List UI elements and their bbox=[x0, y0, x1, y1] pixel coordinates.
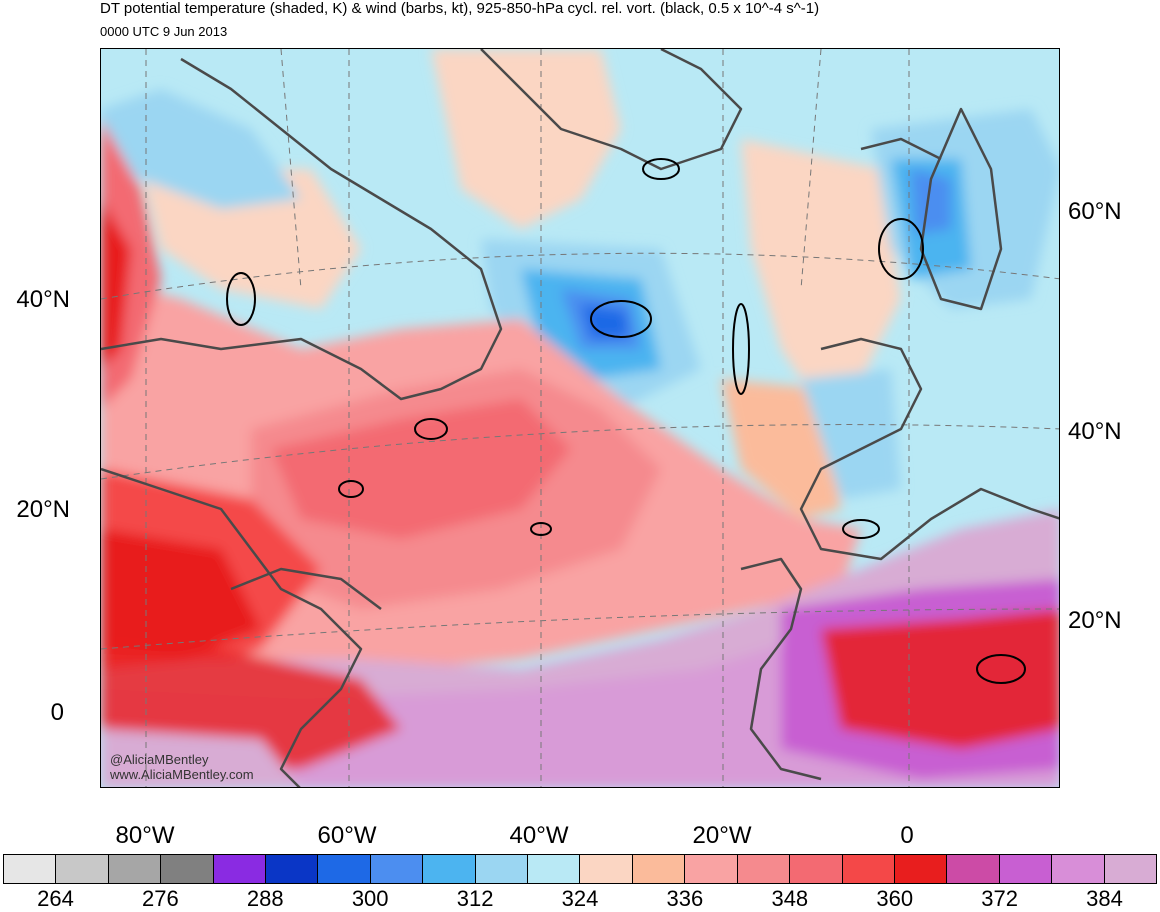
credit-handle: @AliciaMBentley bbox=[110, 752, 209, 767]
lon-label-3: 20°W bbox=[692, 822, 752, 849]
color-scale-label-4: 312 bbox=[456, 886, 494, 911]
color-scale-cell-6 bbox=[318, 855, 371, 883]
color-scale-label-0: 264 bbox=[37, 886, 74, 911]
color-scale-cell-21 bbox=[1104, 855, 1156, 883]
map-panel bbox=[100, 48, 1060, 788]
color-scale-cell-20 bbox=[1052, 855, 1105, 883]
lat-label-left-2: 0 bbox=[50, 699, 64, 726]
color-scale-cell-12 bbox=[632, 855, 686, 883]
color-scale-label-9: 372 bbox=[981, 886, 1018, 911]
color-scale-cell-7 bbox=[370, 855, 424, 883]
map-valid-time: 0000 UTC 9 Jun 2013 bbox=[100, 24, 228, 39]
color-scale-cell-8 bbox=[423, 855, 476, 883]
color-scale-cell-11 bbox=[580, 855, 633, 883]
color-scale-cell-16 bbox=[842, 855, 895, 883]
color-scale-label-6: 336 bbox=[666, 886, 704, 911]
color-scale-cell-19 bbox=[999, 855, 1053, 883]
lat-label-left-1: 20°N bbox=[16, 496, 70, 523]
color-scale-cell-18 bbox=[947, 855, 1000, 883]
vorticity-contours bbox=[226, 158, 1026, 684]
graticule bbox=[101, 49, 1059, 787]
lon-label-2: 40°W bbox=[509, 822, 569, 849]
potential-temperature-shading bbox=[101, 49, 1059, 787]
map-title: DT potential temperature (shaded, K) & w… bbox=[100, 0, 820, 17]
lat-label-right-1: 40°N bbox=[1068, 418, 1122, 445]
lat-label-right-0: 60°N bbox=[1068, 198, 1122, 225]
color-scale-cell-9 bbox=[475, 855, 529, 883]
lon-label-1: 60°W bbox=[317, 822, 377, 849]
color-scale-label-1: 276 bbox=[142, 886, 179, 911]
color-scale-cell-13 bbox=[685, 855, 738, 883]
color-scale-label-2: 288 bbox=[246, 886, 284, 911]
lat-label-left-0: 40°N bbox=[16, 286, 70, 313]
color-scale-label-8: 360 bbox=[876, 886, 914, 911]
color-scale-cell-1 bbox=[56, 855, 109, 883]
coastlines bbox=[101, 49, 1059, 787]
color-scale-label-3: 300 bbox=[351, 886, 389, 911]
lon-label-4: 0 bbox=[900, 822, 914, 849]
color-scale-cell-17 bbox=[894, 855, 948, 883]
color-scale-cell-0 bbox=[4, 855, 57, 883]
color-scale-cell-15 bbox=[790, 855, 843, 883]
color-scale-cell-14 bbox=[737, 855, 791, 883]
color-scale-label-7: 348 bbox=[771, 886, 809, 911]
color-scale-cell-3 bbox=[161, 855, 214, 883]
lat-label-right-2: 20°N bbox=[1068, 607, 1122, 634]
potential-temperature-map bbox=[101, 49, 1059, 787]
color-scale-cell-10 bbox=[528, 855, 581, 883]
lon-label-0: 80°W bbox=[115, 822, 175, 849]
color-scale-cell-4 bbox=[213, 855, 267, 883]
color-scale-cell-2 bbox=[108, 855, 162, 883]
color-scale-label-10: 384 bbox=[1086, 886, 1123, 911]
credit-website[interactable]: www.AliciaMBentley.com bbox=[110, 767, 254, 782]
color-scale-label-5: 324 bbox=[561, 886, 599, 911]
color-scale-bar bbox=[3, 854, 1157, 884]
color-scale-cell-5 bbox=[266, 855, 319, 883]
